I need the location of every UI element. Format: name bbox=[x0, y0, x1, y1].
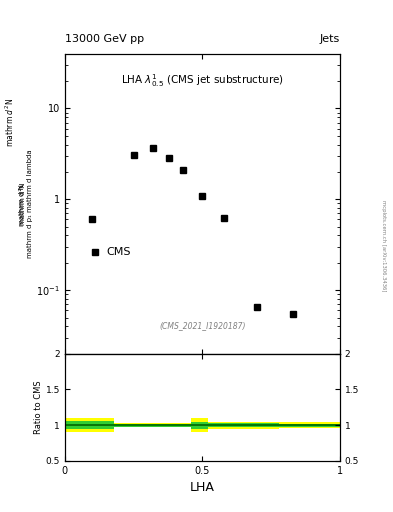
Text: LHA $\lambda^{1}_{0.5}$ (CMS jet substructure): LHA $\lambda^{1}_{0.5}$ (CMS jet substru… bbox=[121, 72, 284, 89]
Bar bbox=[279, 422, 340, 428]
Bar bbox=[65, 418, 114, 432]
Bar bbox=[65, 421, 114, 430]
Text: mathrm $d^2$N: mathrm $d^2$N bbox=[4, 98, 17, 147]
Bar bbox=[147, 423, 191, 427]
Text: mathrm d N: mathrm d N bbox=[18, 184, 25, 226]
Bar bbox=[114, 423, 147, 426]
Bar bbox=[191, 418, 208, 432]
Text: CMS: CMS bbox=[106, 247, 130, 257]
Bar bbox=[235, 423, 279, 427]
Bar bbox=[279, 423, 340, 426]
Bar bbox=[191, 421, 208, 429]
Bar bbox=[208, 421, 235, 429]
Text: (CMS_2021_I1920187): (CMS_2021_I1920187) bbox=[159, 321, 246, 330]
Y-axis label: mathrm d²N
mathrm d p₁ mathrm d lambda: mathrm d²N mathrm d p₁ mathrm d lambda bbox=[20, 150, 33, 258]
X-axis label: LHA: LHA bbox=[190, 481, 215, 494]
Text: Jets: Jets bbox=[320, 33, 340, 44]
Text: mcplots.cern.ch [arXiv:1306.3436]: mcplots.cern.ch [arXiv:1306.3436] bbox=[381, 200, 386, 291]
Y-axis label: Ratio to CMS: Ratio to CMS bbox=[34, 380, 43, 434]
Bar bbox=[235, 421, 279, 429]
Text: 13000 GeV pp: 13000 GeV pp bbox=[65, 33, 144, 44]
Bar bbox=[147, 423, 191, 426]
Bar bbox=[208, 423, 235, 427]
Bar bbox=[114, 423, 147, 427]
